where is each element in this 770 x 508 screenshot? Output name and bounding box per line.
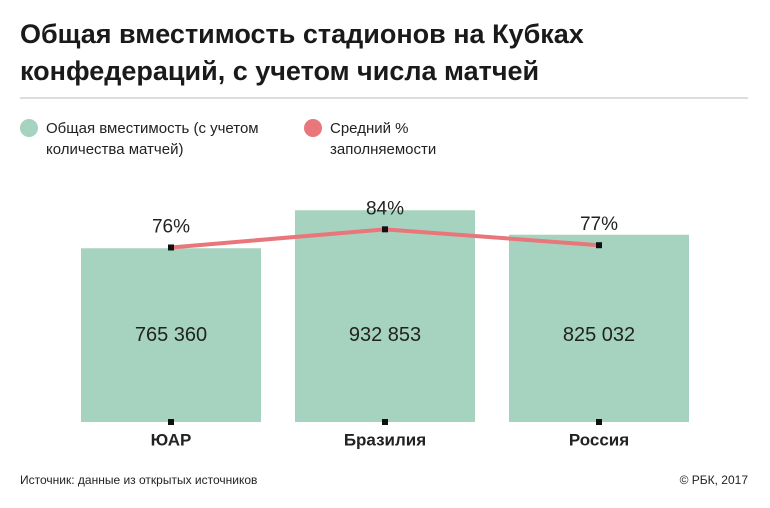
bar	[295, 210, 475, 422]
x-tick	[596, 419, 602, 425]
bar	[509, 234, 689, 422]
credit: © РБК, 2017	[680, 473, 749, 487]
bar-value-label: 932 853	[349, 324, 421, 346]
bar-value-label: 825 032	[563, 324, 635, 346]
legend-swatch	[20, 119, 38, 137]
bar-value-label: 765 360	[135, 324, 207, 346]
x-tick	[382, 419, 388, 425]
chart-title: Общая вместимость стадионов на Кубках ко…	[20, 19, 584, 86]
x-tick-label: Бразилия	[344, 430, 426, 449]
line-point	[168, 244, 174, 251]
x-tick-label: Россия	[569, 430, 629, 449]
x-tick-label: ЮАР	[151, 430, 192, 449]
legend-label: Общая вместимость (с учетом количества м…	[46, 120, 259, 158]
line-point	[596, 242, 602, 249]
line-value-label: 77%	[580, 214, 618, 235]
x-tick	[168, 419, 174, 425]
line-value-label: 76%	[152, 216, 190, 237]
legend-label: Средний % заполняемости	[330, 120, 437, 158]
source: Источник: данные из открытых источников	[20, 473, 257, 487]
line-value-label: 84%	[366, 198, 404, 219]
legend-swatch	[304, 119, 322, 137]
bar	[81, 248, 261, 422]
line-point	[382, 226, 388, 233]
